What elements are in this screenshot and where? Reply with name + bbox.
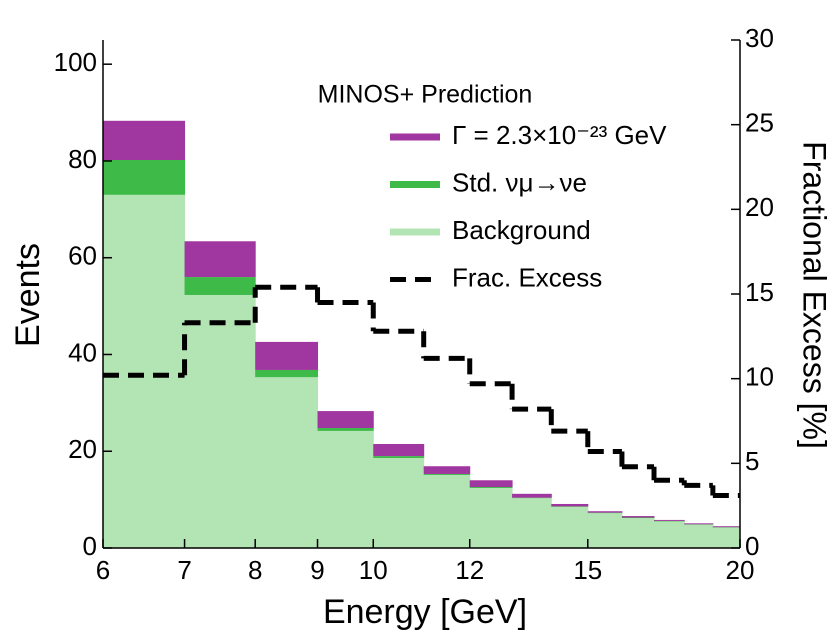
bar-segment xyxy=(255,377,319,548)
y-tick-label: 0 xyxy=(83,531,97,561)
y2-tick-label: 5 xyxy=(745,446,759,476)
bar-segment xyxy=(373,443,425,457)
bar-segment xyxy=(103,159,186,195)
bar-segment xyxy=(654,519,685,521)
y-tick-label: 100 xyxy=(54,47,97,77)
y2-tick-label: 30 xyxy=(745,23,774,53)
legend-label: Frac. Excess xyxy=(452,262,602,292)
legend-label: Γ = 2.3×10⁻²³ GeV xyxy=(452,120,667,150)
x-axis-label: Energy [GeV] xyxy=(323,593,527,631)
bar-segment xyxy=(551,503,589,507)
bar-segment xyxy=(103,194,186,549)
y-tick-label: 80 xyxy=(68,144,97,174)
bar-segment xyxy=(621,516,655,518)
x-tick-label: 15 xyxy=(573,555,602,585)
y2-tick-label: 10 xyxy=(745,362,774,392)
x-tick-label: 12 xyxy=(455,555,484,585)
y-tick-label: 60 xyxy=(68,241,97,271)
x-tick-label: 20 xyxy=(726,555,755,585)
bar-segment xyxy=(184,241,256,278)
bar-segment xyxy=(621,518,655,548)
bar-segment xyxy=(184,294,256,548)
y2-tick-label: 25 xyxy=(745,108,774,138)
bar-segment xyxy=(317,428,374,431)
bar-segment xyxy=(423,474,471,548)
bar-segment xyxy=(317,430,374,548)
bar-segment xyxy=(423,466,471,474)
bar-segment xyxy=(184,277,256,295)
y2-tick-label: 0 xyxy=(745,531,759,561)
bar-segment xyxy=(255,369,319,378)
y-tick-label: 20 xyxy=(68,434,97,464)
bar-segment xyxy=(684,523,714,525)
bar-segment xyxy=(255,341,319,370)
bar-segment xyxy=(469,487,513,489)
bar-segment xyxy=(103,120,186,160)
bar-segment xyxy=(654,521,685,548)
x-tick-label: 7 xyxy=(177,555,191,585)
bar-segment xyxy=(373,458,425,548)
legend-label: Background xyxy=(452,215,591,245)
y2-axis-label: Fractional Excess [%] xyxy=(797,141,833,449)
y-tick-label: 40 xyxy=(68,337,97,367)
x-tick-label: 8 xyxy=(248,555,262,585)
bar-segment xyxy=(317,411,374,429)
bar-segment xyxy=(551,506,589,548)
bar-segment xyxy=(469,480,513,488)
bar-segment xyxy=(587,513,623,548)
x-tick-label: 9 xyxy=(310,555,324,585)
x-tick-label: 6 xyxy=(96,555,110,585)
bar-segment xyxy=(373,456,425,459)
y2-tick-label: 15 xyxy=(745,277,774,307)
bar-segment xyxy=(423,473,471,475)
y2-tick-label: 20 xyxy=(745,192,774,222)
x-tick-label: 10 xyxy=(359,555,388,585)
bar-segment xyxy=(712,527,741,548)
bar-segment xyxy=(512,493,552,498)
bar-segment xyxy=(469,488,513,548)
legend-label: Std. νμ→νe xyxy=(452,167,587,197)
bar-segment xyxy=(512,498,552,548)
bar-segment xyxy=(712,526,741,528)
bar-segment xyxy=(587,511,623,513)
y-axis-label: Events xyxy=(9,243,47,347)
legend-title: MINOS+ Prediction xyxy=(318,81,533,109)
bar-segment xyxy=(684,524,714,548)
